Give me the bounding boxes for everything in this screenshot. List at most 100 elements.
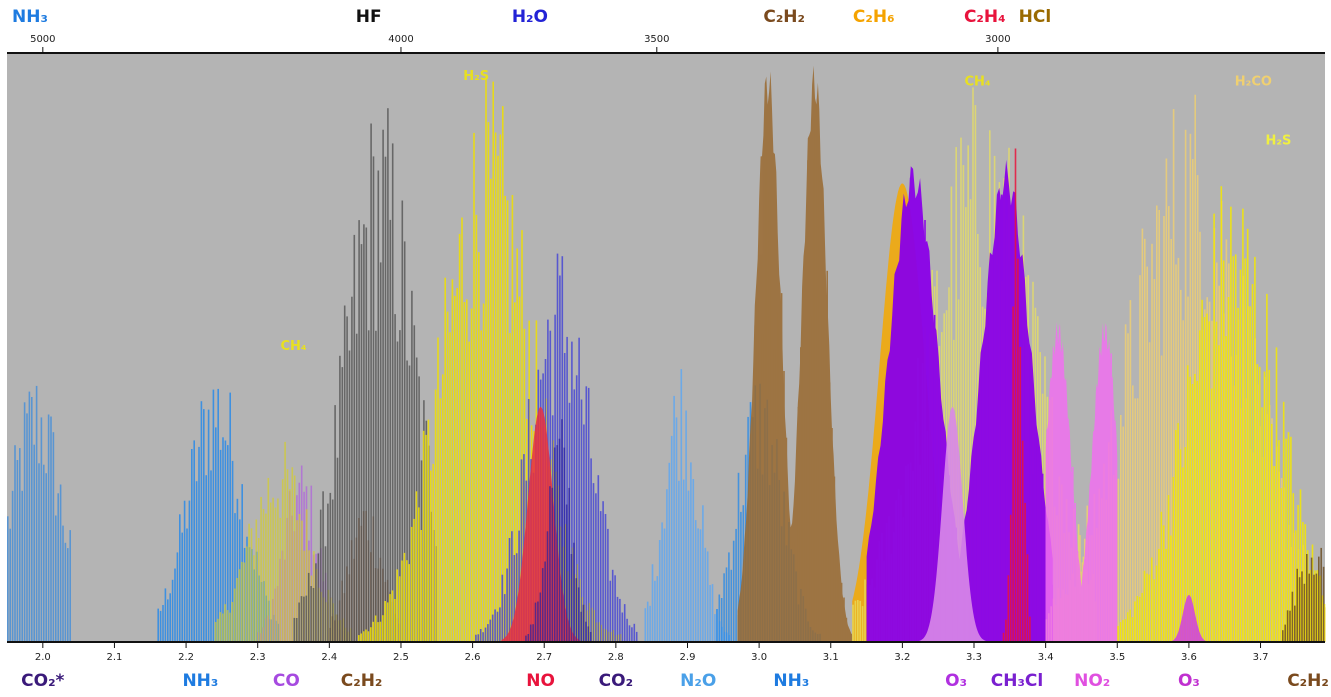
absorption-line <box>470 308 473 642</box>
absorption-line <box>883 481 885 642</box>
absorption-line <box>580 611 582 642</box>
absorption-line <box>690 462 692 642</box>
bottom-molecule-label: NO <box>526 671 555 691</box>
absorption-line <box>384 156 387 642</box>
absorption-line <box>38 463 40 642</box>
absorption-line <box>1163 216 1165 642</box>
absorption-line <box>1158 548 1160 642</box>
absorption-line <box>802 288 804 642</box>
absorption-line <box>1074 503 1076 642</box>
absorption-line <box>1129 300 1132 642</box>
absorption-line <box>1246 228 1249 643</box>
absorption-line <box>821 287 824 642</box>
absorption-line <box>461 217 463 642</box>
absorption-line <box>694 520 697 642</box>
absorption-line <box>485 77 487 642</box>
absorption-line <box>267 477 270 642</box>
absorption-line <box>343 305 346 642</box>
absorption-line <box>1060 409 1062 642</box>
absorption-line <box>219 612 222 642</box>
absorption-line <box>1093 463 1096 642</box>
absorption-line <box>836 552 838 642</box>
absorption-line <box>382 129 384 642</box>
absorption-line <box>442 374 444 642</box>
absorption-line <box>406 560 408 642</box>
absorption-line <box>979 485 981 642</box>
absorption-line <box>1230 206 1232 642</box>
absorption-line <box>673 395 675 642</box>
absorption-line <box>319 509 322 642</box>
absorption-line <box>1225 336 1227 642</box>
absorption-line <box>231 460 234 642</box>
absorption-line <box>341 367 344 642</box>
absorption-line <box>649 605 651 642</box>
absorption-line <box>377 170 380 642</box>
absorption-line <box>1289 610 1291 642</box>
absorption-line <box>852 604 854 642</box>
absorption-line <box>1172 476 1175 642</box>
absorption-line <box>293 617 296 642</box>
absorption-line <box>521 230 523 642</box>
inline-molecule-label: H₂CO <box>1235 75 1272 90</box>
series-n2o-2-9-m <box>644 369 731 642</box>
absorption-line <box>1001 194 1003 642</box>
absorption-line <box>1041 473 1044 642</box>
absorption-line <box>52 432 55 642</box>
absorption-line <box>604 514 607 642</box>
absorption-line <box>1134 601 1136 642</box>
absorption-line <box>1138 596 1141 642</box>
absorption-line <box>403 241 406 642</box>
top-molecule-label: NH₃ <box>12 7 48 27</box>
absorption-line <box>1141 592 1143 642</box>
absorption-line <box>986 417 989 642</box>
absorption-line <box>843 597 845 642</box>
absorption-line <box>541 568 544 642</box>
absorption-line <box>221 613 224 642</box>
absorption-line <box>1234 254 1237 642</box>
absorption-line <box>1026 554 1029 642</box>
absorption-line <box>984 335 986 642</box>
absorption-line <box>1048 451 1050 642</box>
absorption-line <box>816 98 819 642</box>
series-o3-3-6-m <box>1167 595 1211 642</box>
absorption-line <box>451 279 454 642</box>
absorption-line <box>466 299 468 642</box>
absorption-line <box>418 507 420 642</box>
absorption-line <box>585 621 587 642</box>
absorption-line <box>780 293 783 642</box>
absorption-line <box>479 629 482 642</box>
absorption-line <box>656 576 659 642</box>
absorption-line <box>203 409 205 642</box>
absorption-line <box>924 220 926 642</box>
absorption-line <box>890 392 893 642</box>
absorption-line <box>661 522 663 642</box>
absorption-line <box>644 608 647 642</box>
absorption-line <box>1306 554 1308 642</box>
absorption-line <box>205 475 207 642</box>
absorption-line <box>1127 333 1129 642</box>
bottom-molecule-label: CO <box>273 671 300 691</box>
absorption-line <box>599 511 602 642</box>
absorption-line <box>854 600 857 642</box>
absorption-line <box>792 541 795 642</box>
absorption-line <box>711 584 714 642</box>
absorption-line <box>909 177 912 642</box>
absorption-line <box>253 555 255 642</box>
absorption-line <box>1005 619 1007 642</box>
absorption-line <box>518 530 520 642</box>
bottom-tick-label: 2.5 <box>393 652 409 663</box>
absorption-line <box>269 502 272 642</box>
absorption-line <box>300 596 303 642</box>
absorption-line <box>1115 451 1117 642</box>
absorption-line <box>788 536 790 642</box>
absorption-line <box>675 417 678 642</box>
absorption-line <box>9 528 11 642</box>
absorption-line <box>881 506 883 642</box>
absorption-line <box>1301 571 1303 642</box>
absorption-line <box>1182 467 1184 642</box>
absorption-line <box>511 531 513 642</box>
absorption-line <box>389 219 392 642</box>
absorption-line <box>804 402 807 642</box>
absorption-line <box>646 601 649 642</box>
absorption-line <box>1227 297 1230 642</box>
